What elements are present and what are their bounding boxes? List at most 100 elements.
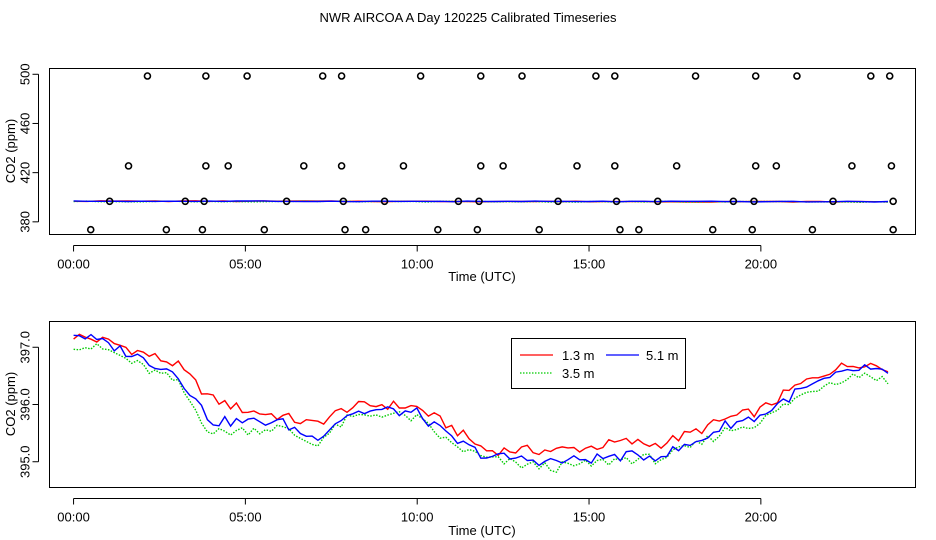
data-point	[729, 197, 738, 206]
legend-label-5-1m: 5.1 m	[646, 348, 679, 363]
data-point	[554, 197, 562, 206]
top-scatter-points	[86, 72, 897, 234]
top-plot-frame	[49, 68, 916, 235]
data-point	[611, 72, 619, 80]
data-point	[200, 197, 208, 206]
data-point	[202, 72, 210, 80]
chart-title: NWR AIRCOA A Day 120225 Calibrated Times…	[320, 10, 617, 25]
data-point	[751, 72, 760, 80]
data-point	[337, 72, 346, 80]
x-tick-label: 20:00	[745, 510, 778, 525]
data-point	[105, 197, 114, 206]
data-point	[751, 162, 760, 170]
y-tick-label: 420	[18, 162, 33, 184]
data-point	[889, 225, 897, 234]
series-line-5-1-m	[73, 333, 889, 467]
data-point	[476, 72, 485, 80]
legend-label-3-5m: 3.5 m	[562, 366, 595, 381]
y-tick-label: 395.0	[18, 445, 33, 478]
x-tick-label: 10:00	[401, 510, 434, 525]
data-point	[635, 225, 643, 234]
series-line-3-5-m	[73, 342, 889, 474]
data-point	[573, 162, 581, 170]
bottom-panel: 00:00 05:00 10:00 15:00 20:00 395.0 396.0 397.…	[3, 321, 916, 538]
data-point	[181, 197, 190, 206]
data-point	[653, 197, 662, 206]
data-point	[616, 225, 624, 234]
data-point	[143, 72, 152, 80]
x-tick-label: 15:00	[573, 257, 606, 272]
data-point	[198, 225, 207, 234]
data-point	[361, 225, 370, 234]
legend-label-1-3m: 1.3 m	[562, 348, 595, 363]
data-point	[162, 225, 171, 234]
legend: 1.3 m 5.1 m 3.5 m	[511, 338, 686, 389]
top-series-lines	[73, 200, 889, 204]
data-point	[772, 162, 781, 170]
data-point	[829, 197, 837, 206]
y-tick-label: 500	[18, 63, 33, 85]
data-point	[318, 72, 327, 80]
x-tick-label: 00:00	[57, 257, 90, 272]
data-point	[748, 225, 757, 234]
data-point	[475, 197, 483, 206]
data-point	[518, 72, 526, 80]
data-point	[672, 162, 681, 170]
data-point	[416, 72, 425, 80]
data-point	[793, 72, 801, 80]
data-point	[808, 225, 817, 234]
data-point	[476, 162, 485, 170]
data-point	[454, 197, 463, 206]
data-point	[889, 197, 897, 206]
data-point	[473, 225, 482, 234]
series-line-5-1-m	[73, 200, 889, 203]
data-point	[887, 162, 896, 170]
bottom-y-axis-label: CO2 (ppm)	[3, 372, 18, 436]
top-x-axis-label: Time (UTC)	[448, 269, 515, 284]
series-line-1-3-m	[73, 333, 889, 457]
data-point	[224, 162, 232, 170]
data-point	[691, 72, 700, 80]
bottom-x-axis: 00:00 05:00 10:00 15:00 20:00	[57, 498, 778, 525]
x-tick-label: 10:00	[401, 257, 434, 272]
data-point	[750, 197, 758, 206]
data-point	[611, 162, 619, 170]
y-tick-label: 397.0	[18, 331, 33, 364]
top-y-axis: 380 420 460 500	[18, 63, 39, 233]
data-point	[499, 162, 507, 170]
y-tick-label: 460	[18, 113, 33, 135]
data-point	[535, 225, 544, 234]
data-point	[612, 197, 621, 206]
data-point	[339, 197, 348, 206]
x-tick-label: 05:00	[229, 510, 262, 525]
bottom-x-axis-label: Time (UTC)	[448, 523, 515, 538]
data-point	[399, 162, 408, 170]
data-point	[86, 225, 95, 234]
data-point	[260, 225, 269, 234]
data-point	[592, 72, 600, 80]
x-tick-label: 05:00	[229, 257, 262, 272]
data-point	[202, 162, 210, 170]
bottom-series-lines	[73, 333, 889, 474]
y-tick-label: 380	[18, 211, 33, 233]
data-point	[337, 162, 346, 170]
data-point	[848, 162, 856, 170]
data-point	[124, 162, 133, 170]
bottom-plot-frame	[49, 321, 916, 488]
data-point	[300, 162, 308, 170]
x-tick-label: 20:00	[745, 257, 778, 272]
legend-box	[511, 338, 686, 389]
x-tick-label: 00:00	[57, 510, 90, 525]
data-point	[885, 72, 894, 80]
data-point	[243, 72, 251, 80]
top-panel: 00:00 05:00 10:00 15:00 20:00 380 420 460 500 T…	[3, 63, 916, 284]
y-tick-label: 396.0	[18, 388, 33, 421]
top-x-axis: 00:00 05:00 10:00 15:00 20:00	[57, 245, 778, 272]
data-point	[708, 225, 717, 234]
bottom-y-axis: 395.0 396.0 397.0	[18, 331, 39, 478]
x-tick-label: 15:00	[573, 510, 606, 525]
data-point	[341, 225, 349, 234]
data-point	[380, 197, 389, 206]
data-point	[867, 72, 875, 80]
